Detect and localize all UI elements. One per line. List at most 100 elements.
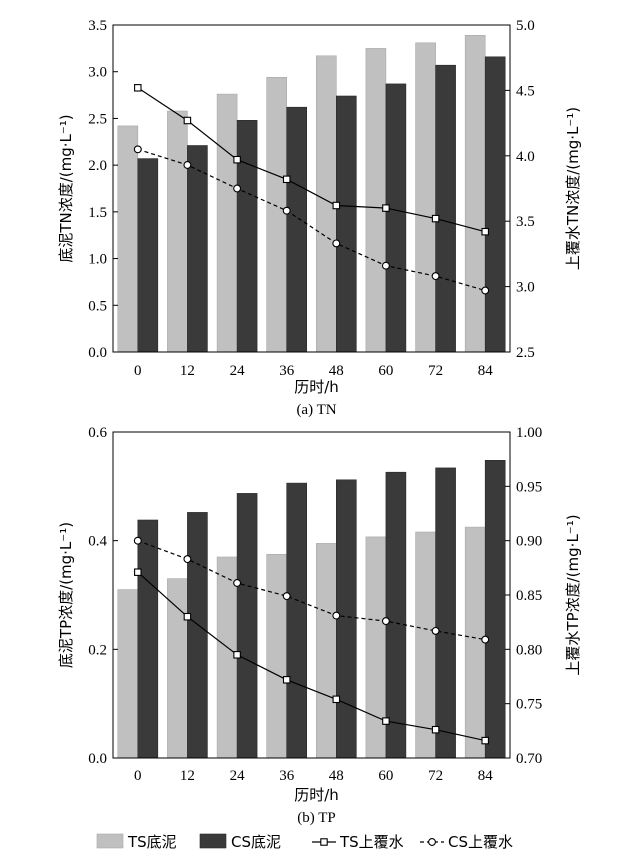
point-ts-overlying-water-0 — [134, 84, 142, 92]
line-cs-overlying-water — [137, 540, 486, 641]
x-tick-label: 12 — [180, 768, 195, 784]
point-ts-overlying-water-24 — [233, 651, 241, 659]
point-cs-overlying-water-72 — [431, 272, 440, 281]
legend-swatch-ts-sediment — [96, 833, 124, 849]
legend-swatch-cs-sediment — [199, 833, 227, 849]
point-cs-overlying-water-84 — [481, 635, 490, 644]
point-ts-overlying-water-24 — [233, 155, 241, 164]
left-tick-label: 0.2 — [88, 642, 107, 658]
x-tick-label: 48 — [329, 768, 344, 784]
point-ts-overlying-water-84 — [481, 736, 489, 745]
left-tick-label: 3.0 — [88, 65, 107, 81]
panel-caption: (b) TP — [297, 810, 335, 826]
x-tick-label: 48 — [329, 363, 344, 379]
right-tick-label: 4.0 — [516, 149, 535, 165]
x-tick-label: 24 — [230, 363, 246, 379]
right-tick-label: 0.85 — [516, 588, 542, 604]
right-tick-label: 3.0 — [516, 280, 535, 296]
bar-ts-sediment-24 — [216, 93, 238, 353]
point-cs-overlying-water-60 — [381, 617, 390, 626]
right-tick-label: 0.80 — [516, 642, 542, 658]
bar-cs-sediment-84 — [484, 56, 506, 353]
point-cs-overlying-water-36 — [282, 592, 291, 601]
point-cs-overlying-water-72 — [431, 626, 440, 635]
bar-cs-sediment-12 — [187, 145, 208, 353]
right-tick-label: 1.00 — [516, 425, 542, 441]
left-tick-label: 0.0 — [88, 345, 107, 361]
point-ts-overlying-water-36 — [282, 676, 291, 684]
bar-ts-sediment-84 — [464, 34, 486, 353]
left-tick-label: 0.0 — [88, 751, 107, 767]
bar-ts-sediment-0 — [117, 589, 139, 759]
right-tick-label: 0.95 — [516, 479, 542, 495]
point-ts-overlying-water-60 — [382, 204, 390, 212]
bar-cs-sediment-24 — [236, 493, 258, 759]
x-tick-label: 36 — [279, 768, 295, 784]
x-tick-label: 72 — [428, 363, 443, 379]
bar-ts-sediment-72 — [415, 42, 436, 353]
legend: TS底泥 CS底泥 TS上覆水 CS上覆水 — [96, 833, 513, 851]
point-ts-overlying-water-0 — [134, 568, 142, 576]
point-ts-overlying-water-84 — [481, 227, 489, 236]
bar-ts-sediment-12 — [167, 110, 188, 353]
legend-circle-marker — [428, 838, 436, 846]
x-tick-label: 0 — [134, 768, 142, 784]
right-tick-label: 4.5 — [516, 83, 535, 99]
legend-label: TS上覆水 — [339, 833, 404, 851]
x-tick-label: 72 — [428, 768, 443, 784]
left-tick-label: 1.0 — [88, 252, 107, 268]
line-ts-overlying-water — [137, 87, 486, 233]
point-ts-overlying-water-72 — [431, 725, 440, 734]
x-axis-title: 历时/h — [294, 378, 339, 396]
panel-caption: (a) TN — [296, 402, 336, 418]
bar-cs-sediment-48 — [335, 95, 357, 353]
legend-label: TS底泥 — [127, 833, 177, 851]
point-cs-overlying-water-12 — [183, 161, 192, 169]
left-tick-label: 1.5 — [88, 205, 107, 221]
legend-label: CS上覆水 — [448, 833, 513, 851]
bar-cs-sediment-36 — [286, 106, 308, 353]
point-cs-overlying-water-0 — [133, 536, 142, 545]
right-tick-label: 0.70 — [516, 751, 542, 767]
right-axis-title: 上覆水TP浓度/(mg·L⁻¹) — [564, 514, 582, 675]
bar-cs-sediment-0 — [137, 519, 159, 759]
point-cs-overlying-water-48 — [332, 239, 341, 248]
bar-ts-sediment-0 — [117, 125, 139, 353]
left-tick-label: 2.0 — [88, 158, 107, 174]
point-ts-overlying-water-12 — [183, 116, 192, 125]
point-ts-overlying-water-36 — [282, 175, 291, 184]
bar-ts-sediment-72 — [415, 531, 436, 759]
bar-cs-sediment-0 — [137, 158, 159, 353]
bar-cs-sediment-84 — [484, 459, 506, 759]
point-cs-overlying-water-0 — [133, 145, 142, 154]
bar-cs-sediment-72 — [435, 64, 456, 353]
point-cs-overlying-water-12 — [183, 555, 192, 564]
bar-cs-sediment-48 — [335, 479, 357, 759]
point-ts-overlying-water-48 — [332, 695, 341, 704]
bar-ts-sediment-36 — [266, 77, 288, 353]
bar-cs-sediment-24 — [236, 120, 258, 353]
bar-ts-sediment-12 — [167, 578, 188, 759]
x-tick-label: 60 — [378, 363, 393, 379]
left-tick-label: 3.5 — [88, 18, 107, 34]
bar-ts-sediment-48 — [315, 543, 337, 759]
bar-cs-sediment-12 — [187, 512, 208, 759]
right-tick-label: 0.75 — [516, 697, 542, 713]
point-ts-overlying-water-48 — [332, 201, 341, 210]
point-ts-overlying-water-12 — [183, 612, 192, 621]
point-cs-overlying-water-24 — [233, 184, 242, 193]
right-tick-label: 0.90 — [516, 534, 542, 550]
x-tick-label: 60 — [378, 768, 393, 784]
point-cs-overlying-water-24 — [233, 579, 242, 587]
point-cs-overlying-water-36 — [282, 206, 291, 215]
x-tick-label: 24 — [230, 768, 246, 784]
left-tick-label: 0.5 — [88, 298, 107, 314]
right-tick-label: 2.5 — [516, 345, 535, 361]
bar-ts-sediment-60 — [365, 48, 387, 353]
right-axis-title: 上覆水TN浓度/(mg·L⁻¹) — [564, 107, 582, 270]
line-cs-overlying-water — [137, 148, 486, 292]
x-tick-label: 84 — [478, 363, 494, 379]
point-cs-overlying-water-84 — [481, 286, 490, 295]
x-tick-label: 12 — [180, 363, 195, 379]
